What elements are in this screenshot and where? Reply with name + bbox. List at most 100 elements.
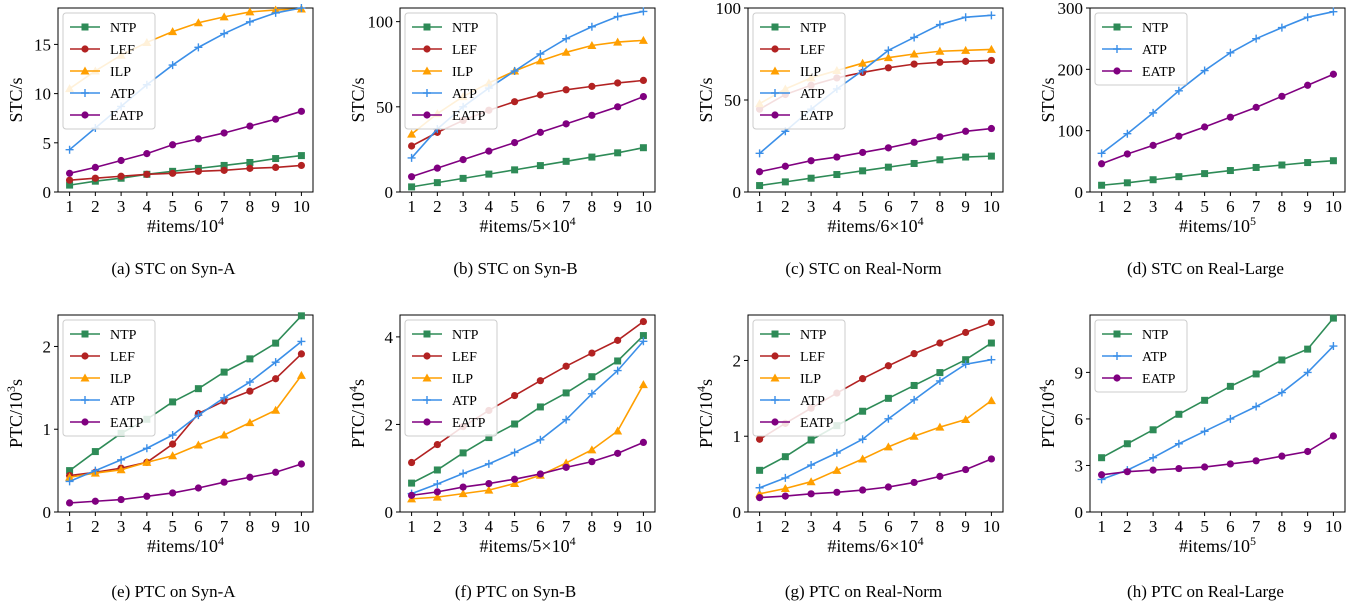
plot-frame [399, 314, 656, 513]
data-point [807, 174, 815, 182]
data-point [459, 469, 468, 478]
data-point [859, 167, 867, 175]
legend-box [62, 319, 156, 437]
data-point [66, 467, 74, 475]
legend-label: ILP [110, 65, 131, 80]
legend-box [1094, 319, 1188, 393]
legend-label: NTP [800, 21, 827, 36]
series-line [759, 458, 992, 499]
data-point [807, 490, 815, 498]
legend-marker [1113, 23, 1121, 31]
x-tick-label: 6 [884, 197, 893, 216]
data-point [168, 431, 177, 440]
data-point [833, 171, 841, 179]
series-ntp [408, 144, 647, 191]
series-eatp [65, 460, 306, 507]
x-tick-label: 9 [613, 517, 622, 536]
data-point [639, 92, 648, 101]
data-point [1123, 129, 1132, 138]
x-tick-label: 10 [1325, 517, 1342, 536]
data-point [987, 318, 996, 327]
data-point [883, 53, 893, 62]
data-point [220, 368, 228, 376]
data-point [65, 145, 74, 154]
series-eatp [755, 455, 996, 502]
data-point [562, 362, 570, 370]
data-point [1304, 447, 1312, 456]
data-point [511, 420, 519, 428]
data-point [1149, 141, 1157, 149]
series-ilp [65, 370, 306, 481]
series-ntp [66, 152, 305, 189]
legend-marker [771, 23, 779, 31]
x-tick-label: 8 [936, 197, 945, 216]
y-axis-label: STC/s [1038, 77, 1058, 122]
series-line [759, 155, 992, 187]
data-point [858, 66, 867, 75]
legend-marker [1113, 67, 1121, 75]
data-point [961, 45, 971, 54]
data-point [511, 391, 519, 400]
y-tick-label: 0 [385, 183, 394, 202]
legend-marker [771, 352, 779, 360]
data-point [756, 466, 764, 474]
x-tick-label: 6 [194, 517, 203, 536]
x-tick-label: 2 [1123, 197, 1132, 216]
x-tick-label: 2 [91, 197, 100, 216]
y-tick-label: 1 [733, 427, 742, 446]
series-line [411, 95, 644, 178]
data-point [859, 407, 867, 415]
data-point [639, 438, 648, 446]
y-tick-label: 10 [34, 85, 51, 104]
data-point [639, 144, 647, 152]
data-point [936, 58, 944, 66]
data-point [807, 436, 815, 444]
series-line [411, 441, 644, 497]
x-tick-label: 6 [1226, 197, 1235, 216]
data-point [297, 4, 306, 12]
legend-marker [423, 111, 431, 119]
legend-marker [771, 396, 779, 404]
data-point [1277, 23, 1286, 32]
data-point [246, 387, 254, 395]
chart-panel: 1 2 3 4 5 6 7 8 9 10050100#items/6×104STC/sNTPLEF… [696, 0, 1004, 278]
data-point [407, 153, 416, 162]
data-point [1149, 466, 1157, 474]
data-point [65, 169, 74, 177]
data-point [962, 153, 970, 161]
y-tick-label: 6 [1075, 410, 1084, 429]
data-point [510, 448, 519, 457]
panel-caption: (d) STC on Real-Large [1127, 259, 1284, 278]
data-point [1303, 13, 1312, 22]
data-point [909, 431, 919, 440]
y-tick-label: 5 [43, 134, 52, 153]
x-tick-label: 2 [1123, 517, 1132, 536]
data-point [297, 312, 305, 320]
data-point [91, 174, 99, 182]
chart-panel: 1 2 3 4 5 6 7 8 9 10012#items/104PTC/103sNTPLEFIL… [4, 312, 314, 601]
panel-caption: (g) PTC on Real-Norm [785, 582, 942, 601]
data-point [588, 153, 596, 161]
y-tick-label: 100 [716, 0, 742, 18]
x-axis-label: #items/6×104 [827, 534, 923, 556]
data-point [1226, 48, 1235, 57]
data-point [194, 167, 202, 175]
y-tick-label: 3 [1075, 456, 1084, 475]
data-point [832, 465, 842, 474]
data-point [220, 29, 229, 38]
data-point [1226, 414, 1235, 423]
legend: NTP ATP EATP [1094, 319, 1188, 393]
data-point [536, 128, 544, 136]
y-tick-label: 200 [1058, 60, 1084, 79]
legend-marker [81, 352, 89, 360]
data-point [245, 7, 255, 16]
plot-frame [399, 7, 656, 193]
data-point [1252, 34, 1261, 43]
data-point [91, 466, 100, 475]
data-point [962, 356, 970, 364]
data-point [936, 339, 944, 347]
y-tick-label: 0 [385, 503, 394, 522]
data-point [884, 362, 892, 370]
data-point [536, 403, 544, 411]
legend-label: EATP [800, 416, 834, 431]
